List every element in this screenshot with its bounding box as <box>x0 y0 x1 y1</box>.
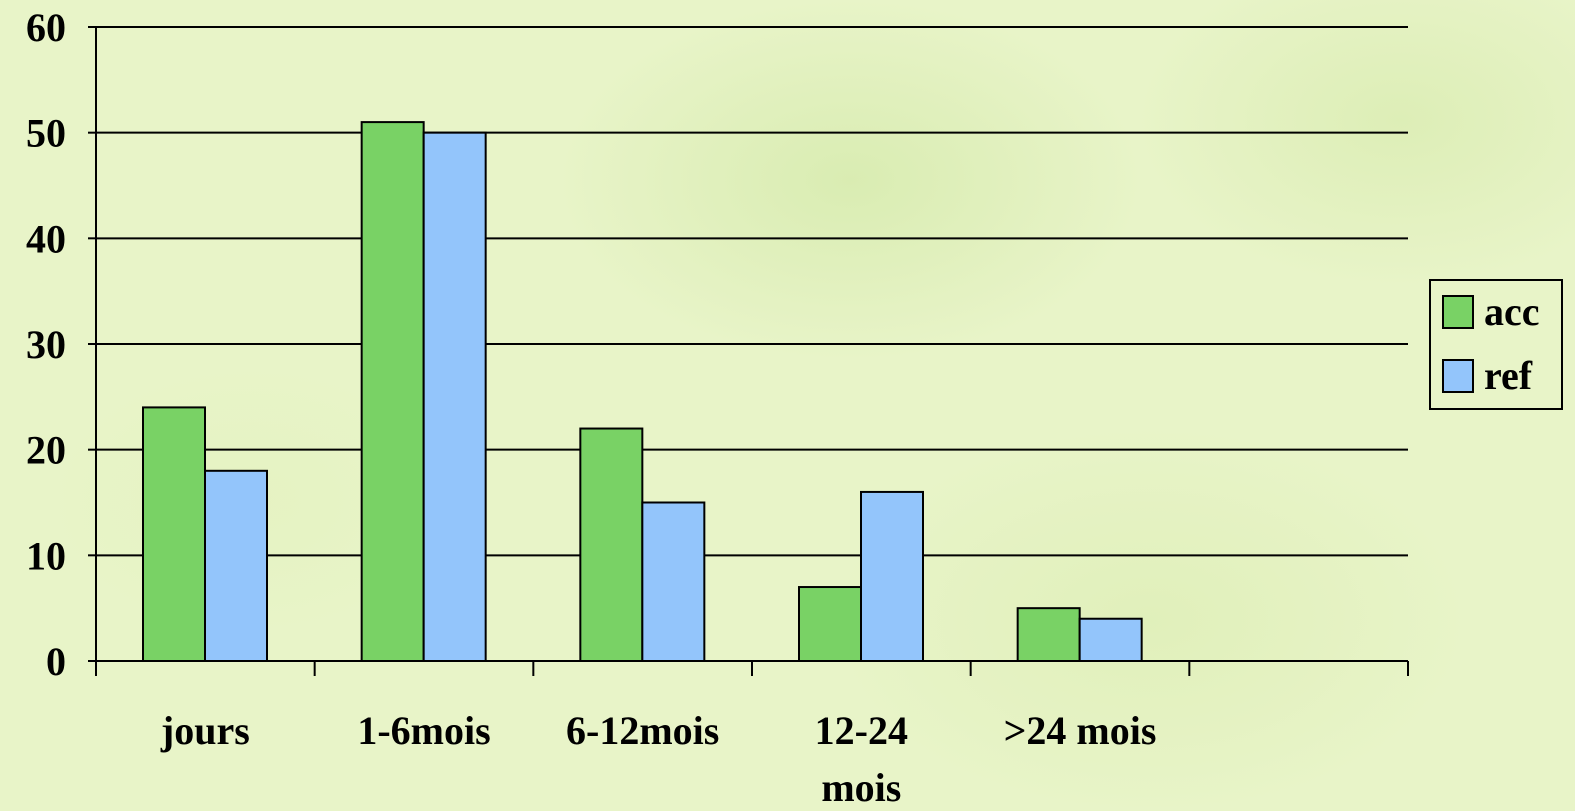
bar-ref-0 <box>204 469 268 662</box>
x-category-label: 6-12mois <box>566 708 719 753</box>
y-tick-labels: 0 10 20 30 40 50 60 <box>26 5 66 684</box>
y-tick-label: 30 <box>26 322 66 367</box>
y-tick-label: 60 <box>26 5 66 50</box>
x-category-label: 1-6mois <box>357 708 490 753</box>
bar-ref-4 <box>1078 617 1143 663</box>
x-category-label: >24 mois <box>1004 708 1157 753</box>
y-tick-label: 40 <box>26 216 66 261</box>
bar-ref-3 <box>860 490 924 662</box>
axes <box>88 26 1409 676</box>
x-category-label: mois <box>821 765 901 810</box>
legend-box <box>1429 279 1563 410</box>
y-tick-label: 50 <box>26 111 66 156</box>
legend-swatch-acc <box>1442 295 1474 329</box>
legend-label-acc: acc <box>1484 289 1540 334</box>
bar-acc-0 <box>142 406 206 662</box>
legend-label-ref: ref <box>1484 353 1533 398</box>
bar-acc-3 <box>798 586 862 662</box>
bar-acc-4 <box>1016 607 1081 663</box>
x-category-labels: jours 1-6mois 6-12mois 12-24 mois >24 mois <box>160 708 1157 810</box>
bar-acc-1 <box>360 121 425 663</box>
x-category-label: 12-24 <box>815 708 908 753</box>
legend-swatch-ref <box>1442 359 1474 393</box>
x-category-label: jours <box>160 708 250 753</box>
bars <box>142 121 1143 663</box>
bar-ref-2 <box>641 501 706 662</box>
y-tick-label: 10 <box>26 533 66 578</box>
bar-ref-1 <box>422 131 487 662</box>
y-tick-label: 20 <box>26 428 66 473</box>
legend: acc ref <box>1429 279 1563 410</box>
y-tick-label: 0 <box>46 639 66 684</box>
gridlines <box>96 26 1408 557</box>
bar-acc-2 <box>579 427 644 662</box>
